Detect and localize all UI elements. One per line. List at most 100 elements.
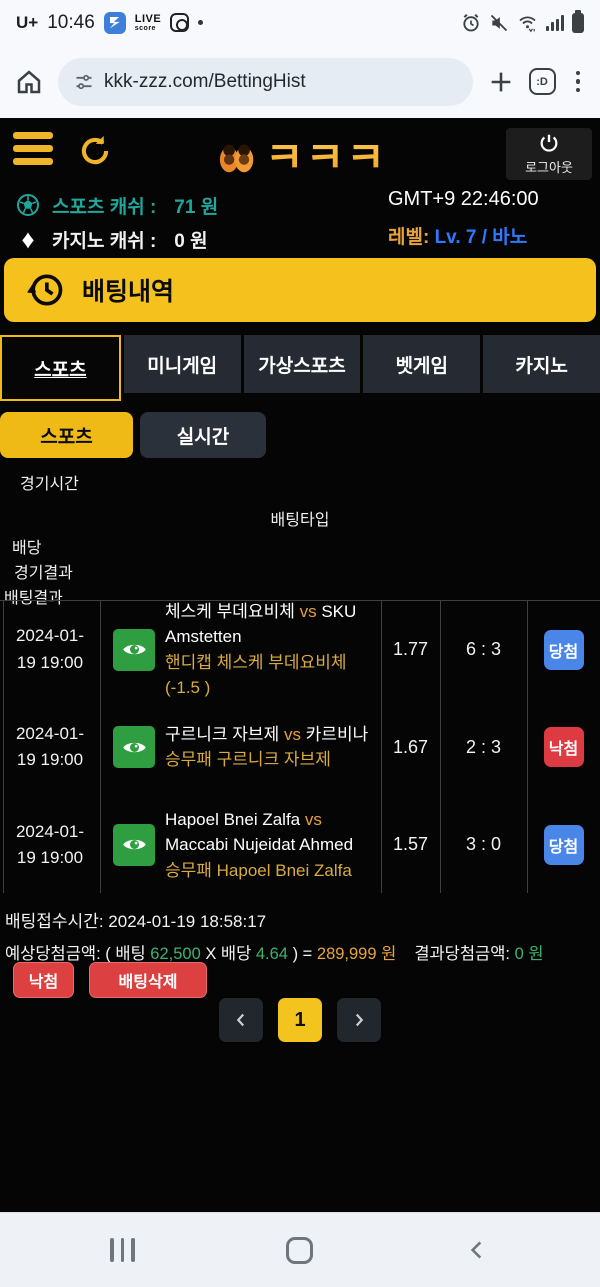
eye-icon [122,840,146,850]
signal-icon [546,14,564,31]
team2: Maccabi Nujeidat Ahmed [165,835,354,855]
header-bet-result: 배팅결과 [4,590,63,607]
next-page-button[interactable] [337,998,381,1042]
current-page-button[interactable]: 1 [278,998,322,1042]
diamond-icon: ♦ [21,224,35,254]
android-nav-bar [0,1212,600,1287]
casino-cash-value: 0 원 [174,230,208,252]
tab-sports[interactable]: 스포츠 [0,335,121,401]
team2: SKU Amstetten [165,601,357,647]
sports-cash-value: 71 원 [174,196,219,218]
match-cell: 구르니크 자브제 vs 카르비나 승무패 구르니크 자브제 [100,722,381,773]
level-label: 레벨: [388,227,430,248]
table-row: 2024-01- 19 19:00 구르니크 자브제 vs 카르 [0,699,600,797]
divider [3,601,4,893]
divider [100,601,101,893]
new-tab-icon[interactable] [487,68,515,96]
sub-tabs: 스포츠 실시간 [0,412,266,458]
match-cell: 체스케 부데요비체 vs SKU Amstetten 핸디캡 체스케 부데요비체… [100,599,381,701]
header-odds: 배당 [12,540,42,557]
url-text: kkk-zzz.com/BettingHist [104,70,306,92]
tab-switcher[interactable]: :D [528,68,556,95]
cash-block: 스포츠 캐쉬 : 71 원 ♦ 카지노 캐쉬 : 0 원 [0,188,600,256]
level-line: 레벨: Lv. 7 / 바노 [388,222,588,249]
result-label: 결과당첨금액: [414,945,515,963]
table-row: 2024-01- 19 19:00 체스케 부데요비체 vs S [0,601,600,699]
tab-virtual-sports[interactable]: 가상스포츠 [243,335,361,393]
bet-type: 핸디캡 체스케 부데요비체 (-1.5 ) [165,652,347,698]
prev-page-button[interactable] [219,998,263,1042]
mascot-icon [219,144,254,172]
betting-table: 2024-01- 19 19:00 체스케 부데요비체 vs S [0,600,600,893]
tab-betgame[interactable]: 벳게임 [363,335,481,393]
vs-label: vs [299,601,317,621]
total-odds: 4.64 [255,945,288,963]
logout-button[interactable]: 로그아웃 [506,128,592,180]
match-cell: Hapoel Bnei Zalfa vs Maccabi Nujeidat Ah… [100,807,381,884]
casino-cash-label: 카지노 캐쉬 : [52,230,157,252]
match-info: Hapoel Bnei Zalfa vs Maccabi Nujeidat Ah… [165,807,377,884]
odds-value: 1.77 [392,639,429,660]
result-win-amount: 0 원 [514,945,544,963]
match-info: 구르니크 자브제 vs 카르비나 승무패 구르니크 자브제 [165,722,377,773]
delete-bet-button[interactable]: 배팅삭제 [89,962,207,998]
chevron-left-icon [236,1013,245,1027]
eye-icon [122,645,146,655]
browser-menu-icon[interactable] [570,70,587,93]
game-score: 2 : 3 [465,736,502,757]
view-bet-button[interactable] [113,726,155,769]
view-bet-button[interactable] [113,628,155,671]
team1: 체스케 부데요비체 [165,601,295,621]
tab-minigame[interactable]: 미니게임 [123,335,241,393]
back-icon[interactable] [464,1237,490,1263]
blue-app-icon [103,11,126,34]
expected-winnings-line: 예상당첨금액: ( 배팅 62,500 X 배당 4.64 ) = 289,99… [5,945,544,963]
subtab-sports[interactable]: 스포츠 [0,412,133,458]
clock-label: 10:46 [47,11,95,33]
result-badge: 낙첨 [543,727,584,768]
history-clock-icon [27,274,63,306]
result-badge: 당첨 [543,824,584,865]
betting-app: ㅋㅋㅋ 로그아웃 스포츠 캐쉬 : 71 원 ♦ 카지노 캐쉬 [0,118,600,1212]
odds-value: 1.57 [392,834,429,855]
vs-label: vs [304,809,322,829]
eye-icon [122,742,146,753]
view-bet-button[interactable] [113,823,155,866]
pagination: 1 [0,998,600,1042]
livescore-icon: LIVE score [134,12,162,32]
android-home-icon[interactable] [285,1236,313,1264]
tab-casino[interactable]: 카지노 [483,335,600,393]
header-game-result: 경기결과 [14,565,73,582]
lose-status-button[interactable]: 낙첨 [13,962,74,998]
chevron-right-icon [355,1013,364,1027]
logo-text: ㅋㅋㅋ [265,124,387,185]
header-game-time: 경기시간 [20,476,79,493]
vs-label: vs [283,724,301,744]
game-time: 2024-01- 19 19:00 [15,626,85,672]
page-title: 배팅내역 [82,278,175,306]
status-right [461,9,584,33]
status-bar: U+ 10:46 LIVE score [0,0,600,45]
subtab-live[interactable]: 실시간 [140,412,266,458]
hamburger-menu-icon[interactable] [13,132,53,165]
betting-history-banner: 배팅내역 [4,258,596,322]
header-bet-type: 배팅타입 [270,512,330,529]
refresh-icon[interactable] [76,132,114,175]
expected-win-amount: 289,999 원 [316,945,397,963]
soccer-ball-icon [17,194,39,216]
wifi-icon [519,15,536,32]
game-score: 6 : 3 [465,639,502,660]
table-row: 2024-01- 19 19:00 Hapoel Bnei Zalfa vs [0,796,600,894]
alarm-icon [463,13,479,31]
bet-receipt-time: 배팅접수시간: 2024-01-19 18:58:17 [5,912,267,931]
home-icon[interactable] [14,67,44,97]
bet-type: 승무패 Hapoel Bnei Zalfa [165,860,352,880]
odds-value: 1.67 [392,736,429,757]
divider [527,601,528,893]
game-time: 2024-01- 19 19:00 [15,724,85,770]
power-icon [540,134,558,152]
address-bar[interactable]: kkk-zzz.com/BettingHist [58,57,473,106]
level-value: Lv. 7 / 바노 [434,227,528,248]
recents-icon[interactable] [110,1238,135,1262]
